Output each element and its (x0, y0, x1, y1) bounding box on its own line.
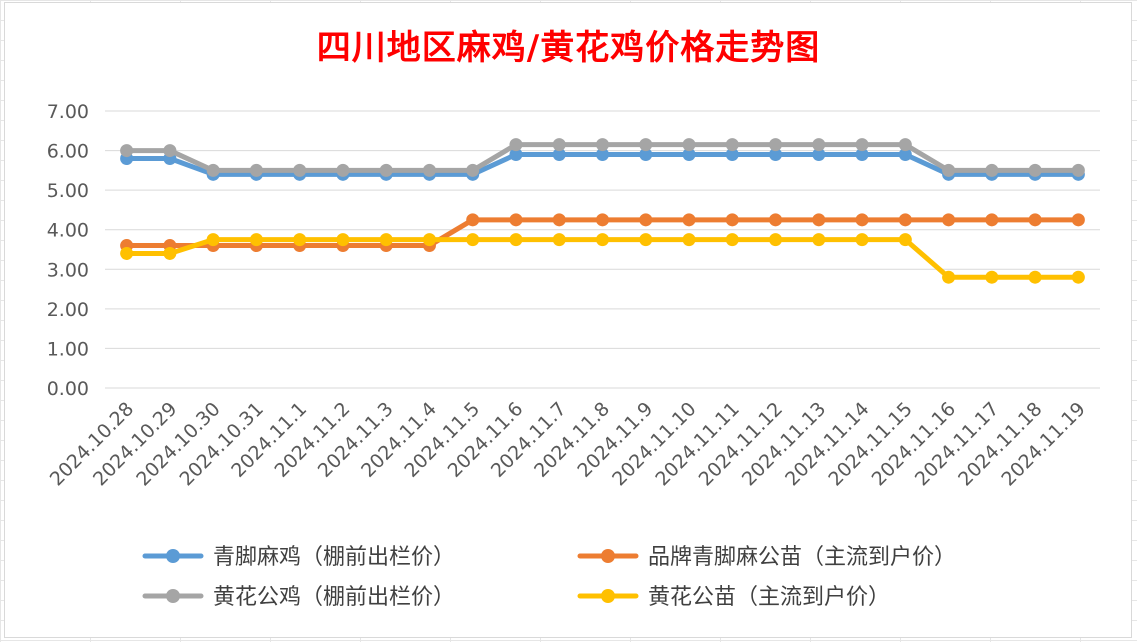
data-point (682, 148, 696, 162)
data-point (206, 233, 220, 247)
data-point (769, 148, 783, 162)
y-tick-label: 5.00 (47, 180, 89, 202)
data-point (985, 213, 999, 227)
data-point (985, 270, 999, 284)
data-point (942, 213, 956, 227)
data-point (206, 163, 220, 177)
data-point (596, 213, 609, 227)
data-point (812, 138, 826, 152)
data-point (682, 138, 696, 152)
y-tick-label: 2.00 (47, 299, 89, 321)
data-point (639, 148, 653, 162)
data-point (293, 233, 307, 247)
y-tick-label: 6.00 (47, 141, 89, 163)
data-point (466, 163, 480, 177)
data-point (163, 144, 177, 158)
data-point (596, 233, 609, 247)
data-point (855, 213, 869, 227)
data-point (725, 138, 739, 152)
data-point (552, 213, 566, 227)
legend-marker (601, 589, 615, 603)
data-point (942, 163, 956, 177)
data-point (1071, 213, 1085, 227)
data-point (120, 246, 134, 260)
data-point (942, 270, 956, 284)
data-point (336, 163, 350, 177)
data-point (249, 163, 263, 177)
data-point (769, 233, 783, 247)
legend-label: 黄花公鸡（棚前出栏价） (213, 585, 455, 610)
data-point (769, 213, 783, 227)
data-point (855, 148, 869, 162)
data-point (466, 233, 480, 247)
data-point (1028, 270, 1042, 284)
data-point (293, 163, 307, 177)
data-point (898, 138, 912, 152)
data-point (163, 246, 177, 260)
data-point (898, 148, 912, 162)
data-point (596, 148, 609, 162)
data-point (509, 138, 523, 152)
data-point (639, 213, 653, 227)
data-point (898, 233, 912, 247)
data-point (509, 213, 523, 227)
y-tick-label: 7.00 (47, 101, 89, 123)
data-point (466, 213, 480, 227)
data-point (1071, 163, 1085, 177)
data-point (509, 148, 523, 162)
data-point (725, 213, 739, 227)
data-point (422, 163, 436, 177)
data-point (379, 163, 393, 177)
y-tick-label: 4.00 (47, 220, 89, 242)
data-point (855, 233, 869, 247)
data-point (379, 233, 393, 247)
legend-label: 黄花公苗（主流到户价） (648, 585, 890, 610)
data-point (249, 233, 263, 247)
chart-area[interactable] (4, 2, 1132, 638)
data-point (1028, 213, 1042, 227)
y-tick-label: 3.00 (47, 259, 89, 281)
data-point (682, 213, 696, 227)
data-point (509, 233, 523, 247)
y-tick-label: 1.00 (47, 338, 89, 360)
data-point (898, 213, 912, 227)
data-point (639, 233, 653, 247)
data-point (552, 138, 566, 152)
legend-marker (601, 549, 615, 563)
data-point (639, 138, 653, 152)
legend-label: 青脚麻鸡（棚前出栏价） (213, 545, 455, 570)
legend-marker (166, 589, 180, 603)
data-point (1071, 270, 1085, 284)
data-point (725, 233, 739, 247)
data-point (682, 233, 696, 247)
y-tick-label: 0.00 (47, 378, 89, 400)
data-point (1028, 163, 1042, 177)
data-point (769, 138, 783, 152)
data-point (336, 233, 350, 247)
data-point (985, 163, 999, 177)
data-point (422, 233, 436, 247)
chart-title: 四川地区麻鸡/黄花鸡价格走势图 (316, 28, 821, 68)
data-point (812, 213, 826, 227)
data-point (552, 148, 566, 162)
data-point (120, 144, 134, 158)
legend-label: 品牌青脚麻公苗（主流到户价） (648, 545, 956, 570)
data-point (552, 233, 566, 247)
legend-marker (166, 549, 180, 563)
data-point (596, 138, 609, 152)
data-point (855, 138, 869, 152)
data-point (812, 233, 826, 247)
data-point (725, 148, 739, 162)
data-point (812, 148, 826, 162)
